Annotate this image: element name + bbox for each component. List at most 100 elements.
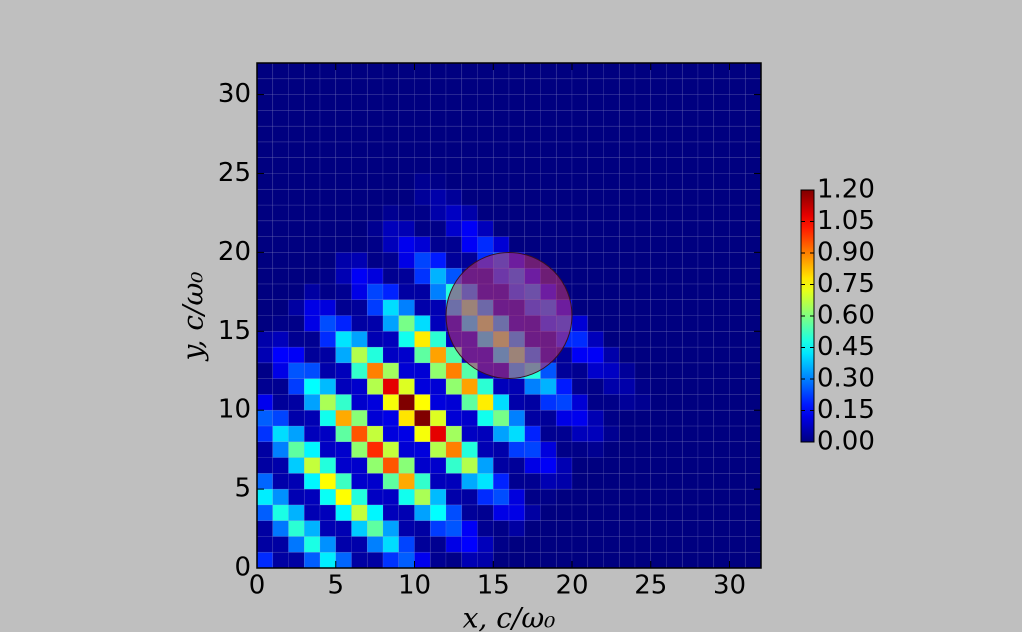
heatmap-cell (366, 425, 384, 443)
heatmap-cell (335, 204, 352, 222)
heatmap-cell (335, 330, 352, 348)
heatmap-cell (319, 78, 337, 95)
heatmap-cell (477, 220, 494, 237)
heatmap-cell (744, 78, 762, 95)
heatmap-cell (272, 441, 289, 458)
heatmap-cell (477, 425, 494, 443)
heatmap-cell (697, 236, 715, 253)
heatmap-cell (603, 204, 620, 222)
heatmap-cell (351, 330, 368, 348)
heatmap-cell (288, 252, 305, 269)
heatmap-cell (351, 204, 368, 222)
heatmap-cell (713, 520, 730, 537)
heatmap-cell (650, 473, 667, 490)
heatmap-cell (508, 188, 526, 206)
heatmap-cell (461, 204, 478, 222)
heatmap-cell (618, 204, 636, 222)
heatmap-cell (681, 220, 699, 237)
heatmap-cell (256, 473, 274, 490)
heatmap-cell (681, 283, 699, 301)
heatmap-cell (666, 252, 683, 269)
heatmap-cell (398, 236, 415, 253)
heatmap-cell (398, 78, 415, 95)
heatmap-cell (540, 236, 557, 253)
heatmap-cell (744, 283, 762, 301)
heatmap-cell (618, 551, 636, 569)
heatmap-cell (666, 551, 683, 569)
heatmap-cell (681, 125, 699, 143)
heatmap-cell (634, 110, 652, 127)
heatmap-cell (697, 394, 715, 411)
heatmap-cell (351, 62, 368, 80)
heatmap-cell (256, 299, 274, 316)
heatmap-cell (713, 283, 730, 301)
heatmap-cell (524, 457, 541, 474)
heatmap-cell (351, 141, 368, 158)
heatmap-cell (272, 62, 289, 80)
heatmap-cell (540, 157, 557, 174)
heatmap-cell (398, 141, 415, 158)
heatmap-cell (477, 409, 494, 427)
heatmap-cell (445, 425, 463, 443)
heatmap-cell (288, 110, 305, 127)
heatmap-cell (681, 409, 699, 427)
heatmap-cell (351, 188, 368, 206)
heatmap-cell (713, 157, 730, 174)
heatmap-cell (681, 299, 699, 316)
heatmap-cell (256, 346, 274, 364)
heatmap-cell (366, 94, 384, 111)
plot-frame (256, 62, 762, 569)
colorbar-tick-label: 0.00 (817, 427, 875, 457)
heatmap-cell (461, 125, 478, 143)
heatmap-cell (382, 141, 400, 158)
heatmap-cell (571, 78, 589, 95)
heatmap-cell (398, 409, 415, 427)
heatmap-cell (524, 173, 541, 190)
x-tick-label: 15 (477, 571, 510, 601)
heatmap-cell (618, 157, 636, 174)
heatmap-cell (288, 536, 305, 553)
heatmap-cell (398, 315, 415, 332)
heatmap-cell (666, 236, 683, 253)
heatmap-cell (429, 330, 447, 348)
heatmap-cell (477, 141, 494, 158)
heatmap-cell (382, 394, 400, 411)
heatmap-cell (303, 520, 321, 537)
heatmap-cell (477, 551, 494, 569)
heatmap-cell (335, 110, 352, 127)
heatmap-cell (366, 504, 384, 521)
heatmap-cell (398, 473, 415, 490)
heatmap-cell (303, 394, 321, 411)
heatmap-cell (713, 441, 730, 458)
heatmap-cell (603, 551, 620, 569)
heatmap-cell (477, 173, 494, 190)
heatmap-cell (272, 473, 289, 490)
y-tick-label: 20 (218, 237, 251, 267)
heatmap-cell (713, 330, 730, 348)
heatmap-cell (303, 457, 321, 474)
heatmap-cell (303, 299, 321, 316)
heatmap-cell (744, 457, 762, 474)
heatmap-cell (697, 204, 715, 222)
heatmap-cell (414, 188, 431, 206)
heatmap-cell (666, 125, 683, 143)
heatmap-cell (634, 141, 652, 158)
heatmap-cell (634, 78, 652, 95)
heatmap-cell (587, 441, 604, 458)
heatmap-cell (666, 204, 683, 222)
heatmap-cell (634, 236, 652, 253)
heatmap-cell (319, 125, 337, 143)
heatmap-cell (618, 473, 636, 490)
heatmap-cell (335, 551, 352, 569)
heatmap-cell (681, 204, 699, 222)
heatmap-cell (398, 536, 415, 553)
heatmap-cell (414, 220, 431, 237)
heatmap-cell (414, 315, 431, 332)
heatmap-cell (618, 173, 636, 190)
heatmap-cell (477, 157, 494, 174)
heatmap-cell (272, 110, 289, 127)
heatmap-cell (508, 62, 526, 80)
heatmap-cell (729, 62, 746, 80)
heatmap-cell (477, 473, 494, 490)
heatmap-cell (571, 252, 589, 269)
